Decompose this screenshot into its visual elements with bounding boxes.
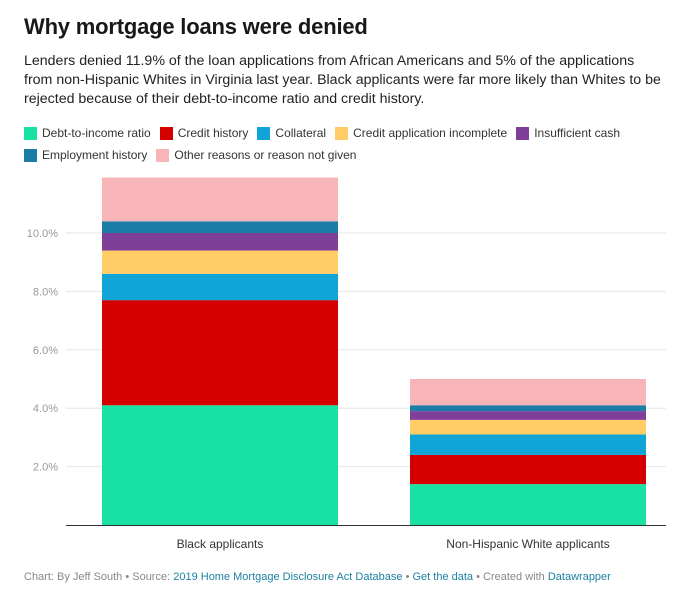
y-tick-label: 10.0% (27, 228, 58, 240)
legend-label: Credit application incomplete (353, 126, 508, 140)
get-data-link[interactable]: Get the data (412, 571, 474, 583)
bar-segment (102, 221, 338, 233)
footer-separator: • (476, 571, 480, 583)
legend-item: Other reasons or reason not given (156, 146, 356, 164)
bar-segment (102, 405, 338, 525)
footer-source-prefix: Source: (132, 571, 171, 583)
footer-credit: Chart: By Jeff South (24, 571, 123, 583)
stacked-bar-chart: 2.0% 4.0% 6.0% 8.0% 10.0% Black applicants Non… (27, 177, 666, 551)
footer: Chart: By Jeff South • Source: 2019 Home… (24, 571, 611, 583)
legend-item: Insufficient cash (516, 124, 620, 142)
y-tick-label: 8.0% (33, 286, 58, 298)
x-category-label: Non-Hispanic White applicants (446, 537, 609, 551)
legend-label: Insufficient cash (534, 126, 621, 140)
legend-swatch (335, 126, 349, 140)
chart-title: Why mortgage loans were denied (24, 14, 368, 39)
footer-separator: • (125, 571, 130, 583)
bar-segment (410, 405, 646, 412)
legend-item: Credit history (159, 124, 249, 142)
footer-created-prefix: Created with (483, 571, 545, 583)
legend-swatch (257, 126, 271, 140)
legend-label: Other reasons or reason not given (174, 148, 357, 162)
y-tick-label: 2.0% (33, 462, 58, 474)
footer-separator: • (405, 571, 410, 583)
datawrapper-link[interactable]: Datawrapper (547, 571, 611, 583)
bar-segment (410, 379, 646, 406)
legend-item: Credit application incomplete (335, 124, 507, 142)
bar-segment (102, 233, 338, 251)
legend-label: Collateral (275, 126, 327, 140)
bar-segment (410, 484, 646, 525)
y-tick-label: 6.0% (33, 345, 58, 357)
bar-segment (410, 419, 646, 435)
bar-segment (102, 273, 338, 301)
legend-swatch (516, 126, 530, 140)
legend-swatch (159, 126, 173, 140)
legend: Debt-to-income ratio Credit history Collat… (24, 124, 664, 164)
legend-swatch (156, 148, 170, 162)
legend-item: Collateral (257, 124, 326, 142)
legend-item: Employment history (24, 146, 147, 164)
legend-swatch (24, 126, 37, 140)
legend-label: Employment history (42, 148, 148, 162)
source-link[interactable]: 2019 Home Mortgage Disclosure Act Databa… (173, 571, 403, 583)
bar-segment (102, 300, 338, 406)
x-category-label: Black applicants (177, 537, 264, 551)
y-tick-label: 4.0% (33, 403, 58, 415)
bar-segment (102, 177, 338, 222)
bar-segment (410, 411, 646, 420)
bar-segment (410, 454, 646, 485)
legend-item: Debt-to-income ratio (24, 124, 151, 142)
bar-segment (102, 250, 338, 274)
legend-swatch (24, 148, 37, 162)
chart-subtitle: Lenders denied 11.9% of the loan applica… (24, 53, 661, 107)
legend-label: Debt-to-income ratio (42, 126, 151, 140)
bar-segment (410, 434, 646, 455)
legend-label: Credit history (177, 126, 249, 140)
